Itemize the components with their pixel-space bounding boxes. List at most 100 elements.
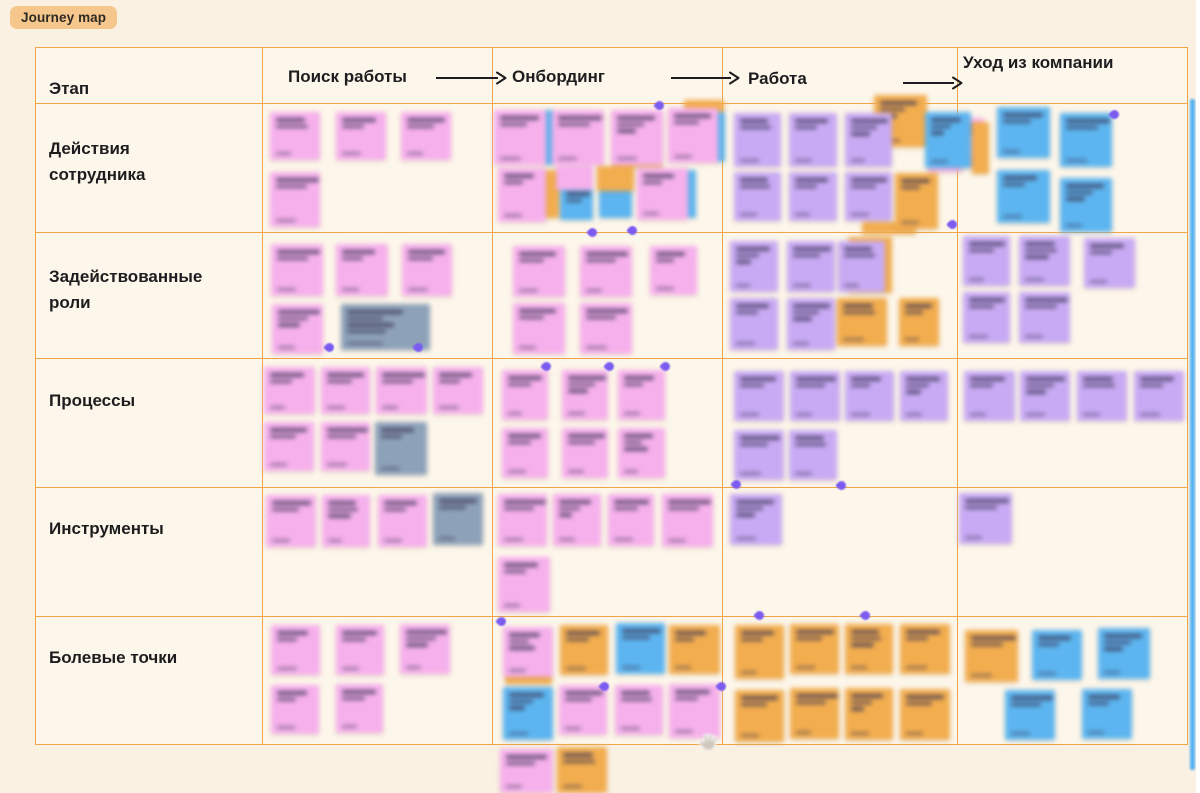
sticky-note[interactable]: [790, 371, 840, 421]
sticky-note[interactable]: [688, 170, 696, 218]
sticky-note[interactable]: [562, 370, 608, 420]
sticky-note[interactable]: [615, 685, 663, 735]
sticky-note[interactable]: [559, 685, 607, 735]
sticky-note[interactable]: [375, 422, 427, 475]
sticky-note[interactable]: [1060, 113, 1112, 167]
sticky-note[interactable]: [264, 422, 314, 471]
sticky-note[interactable]: [1098, 628, 1150, 679]
column-header-4[interactable]: Уход из компании: [963, 53, 1114, 72]
sticky-note[interactable]: [580, 303, 632, 354]
sticky-note[interactable]: [616, 623, 665, 674]
sticky-note[interactable]: [336, 625, 384, 675]
sticky-note[interactable]: [498, 168, 546, 222]
sticky-note[interactable]: [270, 112, 320, 160]
sticky-note[interactable]: [1082, 689, 1132, 739]
sticky-note[interactable]: [513, 246, 565, 297]
sticky-note[interactable]: [1019, 236, 1070, 286]
sticky-note[interactable]: [845, 624, 893, 674]
sticky-note[interactable]: [271, 685, 319, 734]
sticky-note[interactable]: [513, 303, 565, 354]
sticky-note[interactable]: [789, 113, 837, 167]
sticky-note[interactable]: [650, 246, 697, 295]
sticky-note[interactable]: [378, 495, 427, 547]
sticky-note[interactable]: [734, 113, 781, 167]
sticky-note[interactable]: [553, 494, 601, 546]
sticky-note[interactable]: [1060, 178, 1112, 232]
sticky-note[interactable]: [845, 172, 892, 221]
sticky-note[interactable]: [845, 688, 893, 740]
sticky-note[interactable]: [965, 630, 1018, 682]
sticky-note[interactable]: [271, 625, 320, 675]
sticky-note[interactable]: [735, 690, 784, 742]
sticky-note[interactable]: [597, 166, 634, 191]
sticky-note[interactable]: [557, 747, 607, 793]
sticky-note[interactable]: [400, 624, 450, 674]
row-label-2[interactable]: Задействованные роли: [49, 267, 203, 313]
sticky-note[interactable]: [964, 371, 1015, 421]
sticky-note[interactable]: [787, 298, 835, 350]
sticky-note[interactable]: [715, 112, 725, 162]
stage-arrow-connector[interactable]: [436, 71, 507, 85]
sticky-note[interactable]: [838, 241, 885, 292]
sticky-note[interactable]: [637, 168, 688, 220]
sticky-note[interactable]: [336, 244, 388, 296]
sticky-note[interactable]: [669, 684, 720, 738]
sticky-note[interactable]: [433, 493, 483, 545]
sticky-note[interactable]: [790, 624, 839, 674]
sticky-note[interactable]: [560, 186, 593, 220]
column-header-2[interactable]: Онбординг: [512, 67, 605, 86]
row-label-1[interactable]: Действия сотрудника: [49, 139, 146, 185]
sticky-note[interactable]: [270, 172, 320, 227]
sticky-note[interactable]: [900, 689, 950, 740]
sticky-note[interactable]: [837, 298, 887, 346]
row-label-3[interactable]: Процессы: [49, 391, 136, 410]
sticky-note[interactable]: [560, 625, 608, 675]
journey-map-tag[interactable]: Journey map: [10, 6, 118, 29]
sticky-note[interactable]: [730, 494, 782, 545]
sticky-note[interactable]: [734, 430, 784, 480]
sticky-note[interactable]: [608, 494, 654, 546]
sticky-note[interactable]: [1134, 371, 1184, 421]
row-label-5[interactable]: Болевые точки: [49, 648, 178, 667]
sticky-note[interactable]: [321, 422, 370, 471]
sticky-note[interactable]: [669, 625, 720, 674]
sticky-note[interactable]: [900, 624, 950, 674]
sticky-note[interactable]: [1032, 630, 1082, 680]
row-header-stage[interactable]: Этап: [49, 79, 90, 98]
sticky-note[interactable]: [562, 428, 608, 478]
sticky-note[interactable]: [734, 172, 781, 221]
sticky-note[interactable]: [845, 371, 894, 421]
sticky-note[interactable]: [376, 367, 427, 414]
sticky-note[interactable]: [900, 371, 948, 421]
sticky-note[interactable]: [734, 371, 784, 421]
sticky-note[interactable]: [997, 107, 1050, 158]
sticky-note[interactable]: [1020, 371, 1070, 421]
sticky-note[interactable]: [580, 246, 632, 297]
sticky-note[interactable]: [321, 367, 370, 414]
sticky-note[interactable]: [341, 304, 430, 350]
sticky-note[interactable]: [789, 172, 837, 221]
sticky-note[interactable]: [545, 170, 559, 218]
sticky-note[interactable]: [735, 625, 784, 679]
sticky-note[interactable]: [618, 428, 665, 478]
sticky-note[interactable]: [402, 244, 452, 296]
sticky-note[interactable]: [503, 687, 553, 740]
sticky-note[interactable]: [556, 166, 593, 190]
sticky-note[interactable]: [618, 370, 665, 420]
sticky-note[interactable]: [500, 749, 553, 793]
sticky-note[interactable]: [498, 557, 550, 612]
sticky-note[interactable]: [494, 110, 546, 165]
sticky-note[interactable]: [730, 298, 778, 350]
sticky-note[interactable]: [963, 236, 1010, 286]
sticky-note[interactable]: [1019, 292, 1070, 343]
sticky-note[interactable]: [662, 494, 713, 547]
sticky-note[interactable]: [928, 164, 962, 172]
stage-arrow-connector[interactable]: [671, 71, 740, 85]
sticky-note[interactable]: [433, 367, 483, 414]
sticky-note[interactable]: [503, 627, 553, 677]
sticky-note[interactable]: [789, 430, 837, 480]
sticky-note[interactable]: [790, 688, 839, 739]
sticky-note[interactable]: [997, 170, 1050, 223]
row-label-4[interactable]: Инструменты: [49, 519, 164, 538]
